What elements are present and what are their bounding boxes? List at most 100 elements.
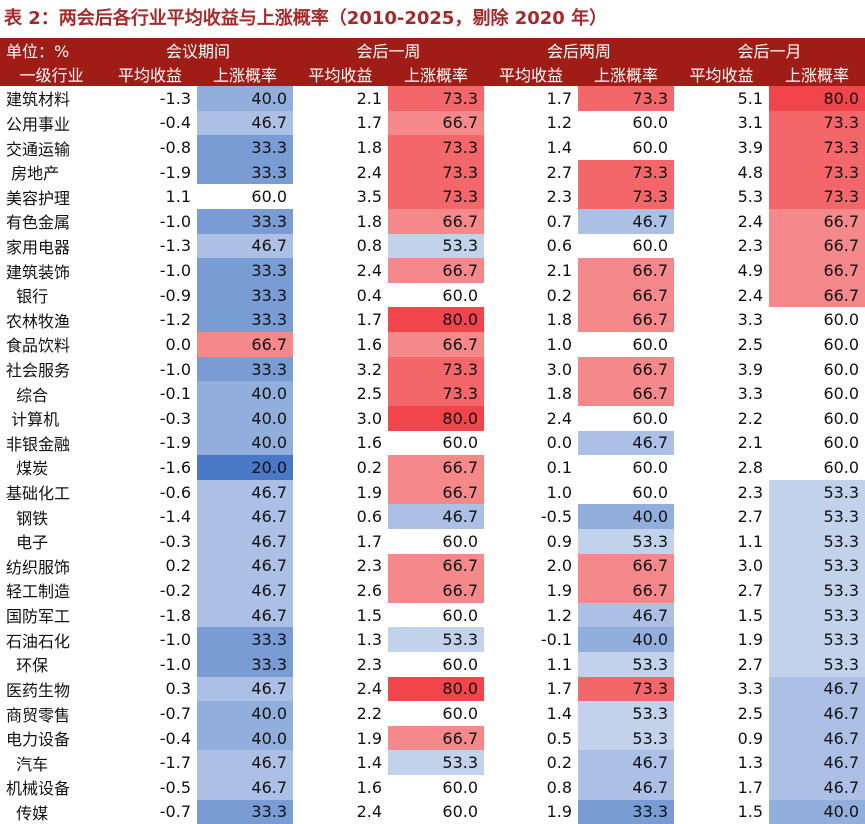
avg-return-cell: 0.9: [737, 728, 764, 748]
up-probability-cell: 66.7: [388, 258, 485, 283]
avg-return-cell: 1.7: [356, 531, 383, 551]
avg-return-cell: -1.3: [159, 236, 191, 256]
up-probability-cell: 73.3: [388, 184, 485, 210]
up-probability-cell: 46.7: [197, 602, 294, 628]
avg-return-cell: 0.9: [546, 531, 573, 551]
up-probability-cell: 60.0: [578, 110, 675, 136]
industry-name: 电力设备: [6, 730, 71, 750]
avg-return-cell: 1.9: [356, 728, 383, 748]
avg-return-cell: 2.7: [737, 580, 764, 600]
up-probability-cell: 60.0: [578, 332, 675, 357]
avg-return-cell: 5.3: [737, 187, 764, 207]
avg-return-cell: 1.0: [546, 482, 573, 502]
up-probability-cell: 66.7: [388, 332, 485, 357]
avg-return-cell: -1.4: [159, 507, 191, 527]
up-probability-cell: 66.7: [578, 282, 675, 308]
avg-return-cell: 1.8: [546, 384, 573, 404]
industry-name: 环保: [6, 656, 49, 676]
avg-return-cell: 1.2: [546, 605, 573, 625]
avg-return-cell: -0.1: [540, 630, 573, 650]
up-probability-cell: 46.7: [197, 775, 294, 800]
up-probability-cell: 60.0: [769, 307, 865, 333]
avg-return-cell: 3.3: [737, 679, 764, 699]
up-probability-cell: 66.7: [769, 258, 865, 283]
up-probability-cell: 33.3: [197, 135, 294, 160]
avg-return-cell: 5.1: [737, 88, 764, 108]
avg-return-cell: 2.5: [737, 334, 764, 354]
up-probability-cell: 66.7: [388, 455, 485, 480]
avg-return-cell: 0.8: [356, 236, 383, 256]
avg-return-cell: 2.0: [546, 556, 573, 576]
up-probability-cell: 53.3: [769, 528, 865, 554]
avg-return-cell: 1.7: [737, 777, 764, 797]
industry-name: 基础化工: [6, 484, 71, 504]
up-probability-cell: 60.0: [769, 430, 865, 456]
table-row: 传媒 -0.7 33.3 2.4 60.0 1.9 33.3 1.5 40.0: [0, 799, 865, 824]
up-probability-cell: 60.0: [197, 184, 294, 210]
table-row: 计算机 -0.3 40.0 3.0 80.0 2.4 60.0 2.2 60.0: [0, 405, 865, 431]
avg-return-cell: -1.0: [159, 211, 191, 231]
group-header-week2: 会后两周: [484, 38, 675, 62]
return-column-header: 平均收益: [484, 62, 579, 86]
avg-return-cell: 0.2: [546, 753, 573, 773]
avg-return-cell: 2.1: [737, 433, 764, 453]
up-probability-cell: 73.3: [388, 356, 485, 382]
table-row: 公用事业 -0.4 46.7 1.7 66.7 1.2 60.0 3.1 73.3: [0, 110, 865, 136]
avg-return-cell: -0.8: [159, 138, 191, 158]
table-row: 食品饮料 0.0 66.7 1.6 66.7 1.0 60.0 2.5 60.0: [0, 332, 865, 357]
avg-return-cell: -1.7: [159, 753, 191, 773]
avg-return-cell: 1.3: [737, 753, 764, 773]
up-probability-cell: 53.3: [769, 578, 865, 603]
avg-return-cell: 0.2: [165, 556, 191, 576]
industry-name: 食品饮料: [6, 336, 71, 356]
avg-return-cell: 2.7: [737, 507, 764, 527]
avg-return-cell: 2.3: [546, 187, 573, 207]
avg-return-cell: -0.3: [159, 408, 191, 428]
up-probability-cell: 46.7: [197, 676, 294, 702]
avg-return-cell: 1.7: [546, 88, 573, 108]
up-probability-cell: 40.0: [197, 86, 294, 111]
table-row: 电力设备 -0.4 40.0 1.9 66.7 0.5 53.3 0.9 46.7: [0, 725, 865, 751]
prob-column-header: 上涨概率: [197, 62, 294, 86]
up-probability-cell: 73.3: [769, 184, 865, 210]
avg-return-cell: 2.6: [356, 580, 383, 600]
avg-return-cell: -0.5: [540, 507, 573, 527]
up-probability-cell: 66.7: [578, 381, 675, 406]
avg-return-cell: 3.3: [737, 384, 764, 404]
table-row: 社会服务 -1.0 33.3 3.2 73.3 3.0 66.7 3.9 60.0: [0, 356, 865, 382]
industry-name: 纺织服饰: [6, 557, 71, 577]
avg-return-cell: -0.5: [159, 777, 191, 797]
avg-return-cell: 3.5: [356, 187, 383, 207]
industry-name: 公用事业: [6, 114, 71, 134]
industry-name: 房地产: [6, 164, 60, 184]
up-probability-cell: 46.7: [197, 504, 294, 529]
up-probability-cell: 60.0: [578, 135, 675, 160]
avg-return-cell: -1.0: [159, 630, 191, 650]
table-row: 商贸零售 -0.7 40.0 2.2 60.0 1.4 53.3 2.5 46.7: [0, 701, 865, 726]
avg-return-cell: 0.6: [546, 236, 573, 256]
table-row: 医药生物 0.3 46.7 2.4 80.0 1.7 73.3 3.3 46.7: [0, 676, 865, 702]
industry-name: 农林牧渔: [6, 311, 71, 331]
up-probability-cell: 53.3: [769, 652, 865, 677]
industry-name: 非银金融: [6, 434, 71, 454]
group-header-month1: 会后一月: [674, 38, 865, 62]
table-row: 环保 -1.0 33.3 2.3 60.0 1.1 53.3 2.7 53.3: [0, 652, 865, 677]
avg-return-cell: 1.7: [356, 113, 383, 133]
up-probability-cell: 66.7: [578, 356, 675, 382]
up-probability-cell: 53.3: [769, 553, 865, 579]
up-probability-cell: 80.0: [388, 405, 485, 431]
avg-return-cell: 3.3: [737, 310, 764, 330]
table-row: 基础化工 -0.6 46.7 1.9 66.7 1.0 60.0 2.3 53.3: [0, 479, 865, 505]
avg-return-cell: -0.4: [159, 113, 191, 133]
industry-name: 建筑材料: [6, 90, 71, 110]
avg-return-cell: 0.2: [546, 285, 573, 305]
up-probability-cell: 46.7: [769, 775, 865, 800]
up-probability-cell: 60.0: [769, 381, 865, 406]
avg-return-cell: 2.3: [356, 654, 383, 674]
avg-return-cell: -1.2: [159, 310, 191, 330]
avg-return-cell: -1.6: [159, 457, 191, 477]
up-probability-cell: 66.7: [388, 479, 485, 505]
up-probability-cell: 46.7: [197, 750, 294, 776]
up-probability-cell: 73.3: [769, 110, 865, 136]
avg-return-cell: 2.7: [546, 162, 573, 182]
